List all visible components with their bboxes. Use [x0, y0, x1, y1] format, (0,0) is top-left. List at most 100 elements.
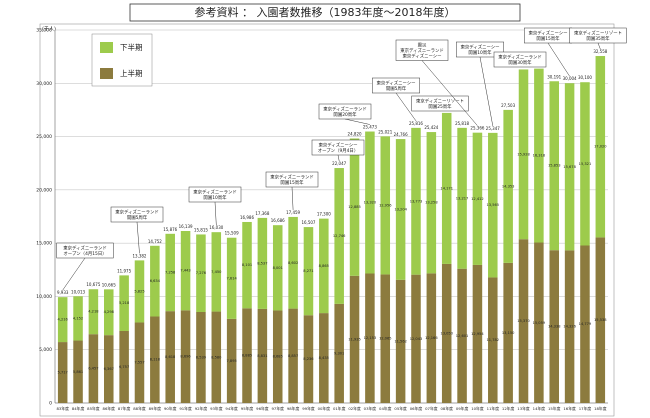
- x-tick-label: 83年度: [56, 406, 69, 411]
- bar-segment: [564, 83, 575, 251]
- y-tick-label: 5,000: [39, 347, 52, 353]
- value-label: 12,746: [333, 234, 346, 238]
- bar-segment: [73, 296, 83, 341]
- x-tick-label: 89年度: [149, 406, 162, 411]
- total-label: 25,021: [378, 129, 392, 134]
- value-label: 7,443: [180, 269, 190, 273]
- annotation-text: オープン（4月15日）: [63, 251, 106, 257]
- annotation-text: 東京ディズニーシー: [528, 30, 567, 37]
- annotation-box: [395, 39, 449, 61]
- bar-segment: [580, 82, 590, 246]
- total-label: 10,675: [86, 282, 100, 287]
- value-label: 14,171: [440, 186, 453, 190]
- bar-segment: [549, 81, 559, 251]
- plot-frame: [39, 23, 615, 417]
- bar-segment: [104, 335, 114, 403]
- x-tick-label: 98年度: [287, 406, 300, 411]
- total-label: 15,509: [225, 231, 239, 236]
- x-tick-label: 97年度: [272, 406, 285, 411]
- annotation-box: [318, 103, 372, 120]
- bar-segment: [349, 138, 360, 276]
- value-label: 15,538: [594, 318, 607, 322]
- bar-segment: [411, 127, 421, 275]
- bar-segment: [534, 68, 544, 243]
- total-label: 17,368: [255, 211, 269, 216]
- value-label: 7,450: [211, 270, 222, 274]
- annotation-box: [372, 77, 420, 94]
- bar-segment: [288, 308, 298, 403]
- annotation-leader: [395, 92, 417, 122]
- annotation-text: 東京ディズニーリゾート: [416, 98, 464, 105]
- bar-segment: [104, 289, 114, 336]
- annotation-leader: [291, 186, 294, 210]
- bar-segment: [349, 275, 360, 403]
- annotation-text: 開園20周年: [333, 111, 357, 118]
- bar-segment: [288, 216, 298, 309]
- total-label: 16,986: [240, 215, 254, 220]
- bar-segment: [518, 69, 529, 240]
- value-label: 11,562: [394, 339, 407, 343]
- value-label: 13,050: [440, 331, 453, 335]
- total-label: 16,030: [209, 225, 223, 230]
- x-tick-label: 02年度: [348, 406, 361, 411]
- annotation-leader: [337, 154, 340, 162]
- value-label: 11,935: [348, 337, 361, 341]
- x-tick-label: 85年度: [87, 406, 100, 411]
- bar-segment: [303, 315, 314, 403]
- bar-segment: [334, 168, 344, 304]
- total-label: 25,818: [455, 121, 469, 126]
- x-tick-label: 05年度: [394, 406, 407, 411]
- bar-segment: [457, 127, 467, 269]
- total-label: 30,004: [563, 76, 577, 81]
- value-label: 8,539: [196, 355, 207, 359]
- bar-segment: [457, 268, 467, 403]
- annotation-text: 開園10周年: [203, 194, 227, 201]
- value-label: 5,861: [73, 370, 83, 374]
- legend-swatch: [100, 68, 113, 79]
- x-tick-label: 06年度: [410, 406, 423, 411]
- value-label: 8,118: [150, 358, 161, 362]
- annotation-text: オープン（9月4日）: [318, 148, 358, 154]
- x-tick-label: 14年度: [533, 406, 546, 411]
- total-label: 25,473: [363, 125, 377, 130]
- legend-label: 下半期: [120, 42, 143, 52]
- annotation-leader: [136, 221, 140, 254]
- annotation-text: 東京ディズニーランド: [270, 174, 314, 181]
- value-label: 8,602: [288, 261, 298, 265]
- bar-segment: [472, 264, 483, 403]
- value-label: 8,831: [257, 354, 267, 358]
- annotation-leader: [547, 42, 570, 77]
- x-tick-label: 11年度: [487, 406, 500, 411]
- annotation-box: [265, 171, 319, 188]
- bar-segment: [395, 279, 406, 403]
- bar-segment: [549, 250, 559, 403]
- total-label: 16,686: [271, 218, 285, 223]
- annotation-box: [411, 95, 469, 112]
- annotation-text: 開園15周年: [280, 179, 304, 186]
- bar-segment: [488, 132, 498, 278]
- y-tick-label: 10,000: [36, 294, 52, 300]
- bar-segment: [564, 250, 575, 403]
- bar-segment: [257, 217, 268, 309]
- x-tick-label: 04年度: [379, 406, 392, 411]
- total-label: 25,366: [470, 126, 484, 131]
- total-label: 10,665: [102, 282, 116, 287]
- annotation-box: [188, 186, 242, 203]
- value-label: 5,717: [58, 371, 68, 375]
- title-box: [129, 3, 521, 22]
- value-label: 13,258: [425, 201, 438, 205]
- annotation-leader: [479, 56, 494, 126]
- value-label: 8,865: [319, 264, 329, 268]
- bar-segment: [165, 233, 175, 312]
- value-label: 13,217: [456, 196, 469, 200]
- value-label: 6,757: [119, 365, 129, 369]
- x-tick-label: 08年度: [440, 406, 453, 411]
- bar-segment: [242, 308, 252, 403]
- value-label: 12,412: [471, 197, 484, 201]
- total-label: 10,013: [71, 289, 85, 294]
- x-tick-label: 03年度: [364, 406, 377, 411]
- bar-segment: [441, 112, 452, 264]
- x-tick-label: 84年度: [72, 406, 85, 411]
- value-label: 11,782: [487, 338, 500, 342]
- total-label: 25,347: [486, 126, 500, 131]
